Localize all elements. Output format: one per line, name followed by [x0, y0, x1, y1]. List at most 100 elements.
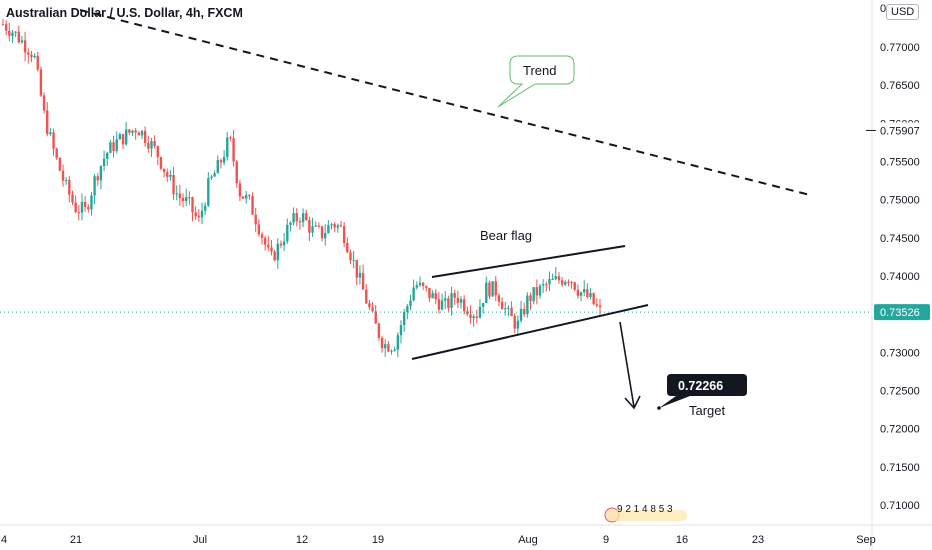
candle-body	[295, 213, 298, 222]
candle-body	[143, 130, 147, 143]
candle-body	[39, 69, 43, 96]
candle-body	[46, 110, 49, 135]
candle-body	[308, 220, 311, 233]
candle-body	[36, 55, 39, 70]
target-callout[interactable]	[659, 374, 747, 408]
candle-body	[434, 293, 437, 300]
candle-body	[254, 214, 257, 225]
candle-body	[11, 32, 14, 36]
candle-body	[4, 24, 8, 31]
candle-body	[159, 157, 163, 169]
candle-body	[529, 295, 532, 302]
flag-lower-line[interactable]	[411, 304, 649, 360]
candle-body	[497, 295, 501, 302]
candle-body	[447, 298, 450, 308]
candle-body	[273, 251, 276, 261]
candle-body	[210, 176, 213, 179]
candle-body	[545, 284, 548, 286]
candle-body	[320, 226, 324, 239]
candle-body	[305, 213, 308, 221]
candle-body	[140, 130, 144, 136]
candle-body	[194, 212, 197, 217]
candle-body	[77, 211, 81, 213]
candle-body	[200, 210, 204, 218]
candle-body	[235, 161, 238, 184]
candle-body	[270, 247, 273, 252]
candle-body	[178, 193, 182, 198]
candle-body	[80, 201, 84, 213]
candle-body	[415, 285, 418, 288]
candle-body	[109, 142, 112, 153]
candle-body	[23, 40, 27, 53]
candle-body	[245, 195, 248, 199]
candle-body	[52, 132, 55, 149]
candle-body	[289, 222, 292, 225]
candle-body	[115, 139, 118, 152]
candle-body	[216, 160, 219, 174]
target-arrow[interactable]	[619, 321, 635, 408]
candle-body	[118, 134, 122, 140]
candle-body	[516, 320, 520, 329]
x-tick-label: 9	[603, 534, 609, 546]
x-tick-label: 12	[296, 534, 308, 546]
y-tick-label: 0.74500	[880, 233, 920, 245]
candle-body	[298, 221, 302, 223]
x-tick-label: 23	[752, 534, 764, 546]
candle-body	[560, 280, 564, 285]
candle-body	[191, 197, 194, 213]
y-tick-label: 0.73000	[880, 347, 920, 359]
candle-body	[365, 289, 368, 304]
candle-body	[8, 30, 11, 36]
candle-body	[128, 129, 131, 133]
candle-body	[491, 281, 494, 297]
candle-body	[327, 225, 330, 234]
candle-body	[1, 24, 5, 26]
candle-body	[532, 287, 535, 302]
price-mark-label: 0.75907	[880, 125, 920, 137]
y-tick-label: 0.77000	[880, 42, 920, 54]
x-tick-label: Sep	[856, 534, 876, 546]
candle-body	[586, 289, 589, 298]
candle-body	[102, 158, 106, 167]
candle-body	[567, 281, 570, 283]
candle-body	[557, 276, 561, 281]
y-tick-label: 0.75500	[880, 157, 920, 169]
candle-body	[317, 225, 321, 227]
candle-body	[522, 308, 526, 315]
candle-body	[355, 259, 358, 278]
candle-body	[260, 234, 264, 238]
currency-button[interactable]: USD	[886, 4, 920, 20]
y-tick-label: 0	[880, 3, 886, 15]
candle-body	[241, 196, 245, 199]
candle-body	[592, 293, 595, 305]
candle-body	[172, 174, 175, 195]
event-icons[interactable]: 9 2 1 4 8 5 3	[604, 504, 687, 523]
x-tick-label: Aug	[518, 534, 538, 546]
candle-body	[510, 307, 513, 317]
candle-body	[42, 95, 46, 111]
candle-body	[226, 137, 229, 157]
candle-body	[393, 349, 396, 351]
flag-upper-line[interactable]	[431, 245, 626, 278]
candle-body	[425, 286, 428, 288]
candle-body	[333, 224, 336, 228]
candle-body	[248, 195, 251, 197]
candle-body	[58, 157, 62, 171]
trend-line[interactable]	[79, 9, 811, 196]
candle-body	[462, 299, 466, 312]
candle-body	[352, 259, 355, 261]
candle-body	[27, 52, 30, 55]
candle-body	[203, 205, 207, 211]
candle-body	[238, 183, 242, 197]
candle-body	[368, 303, 371, 308]
candle-body	[437, 299, 441, 310]
candle-body	[99, 166, 103, 181]
candle-body	[314, 225, 317, 227]
trend-callout[interactable]	[497, 55, 575, 108]
candle-body	[162, 168, 166, 173]
candle-body	[526, 295, 529, 315]
candle-body	[292, 213, 295, 223]
candle-body	[535, 287, 539, 296]
candle-body	[579, 292, 583, 296]
